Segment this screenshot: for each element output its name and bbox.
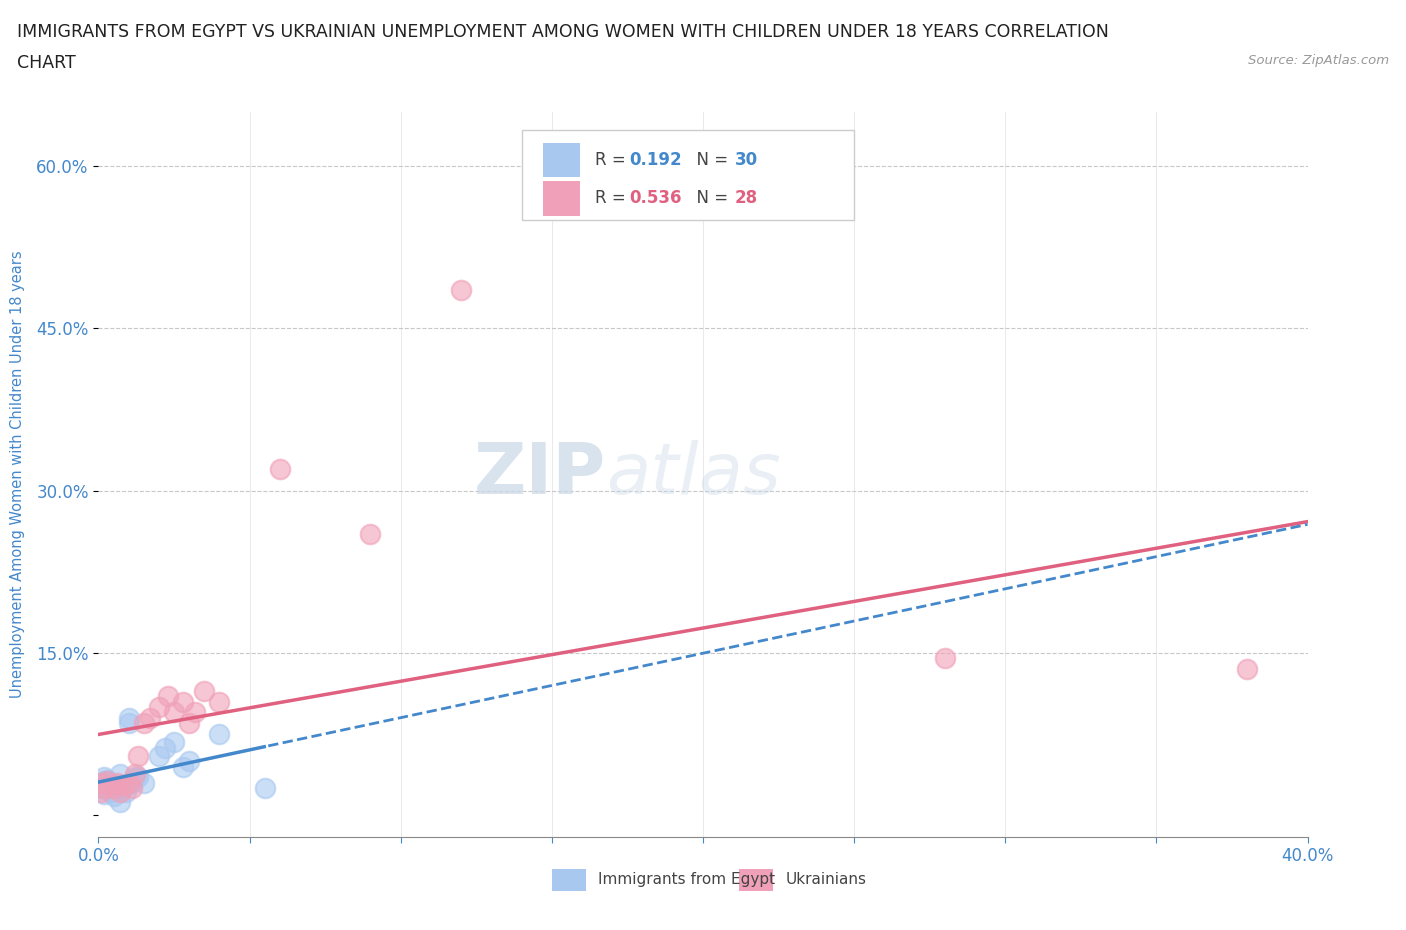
- Text: N =: N =: [686, 151, 734, 169]
- Text: R =: R =: [595, 151, 631, 169]
- Text: Immigrants from Egypt: Immigrants from Egypt: [598, 872, 775, 887]
- Point: [179, 716, 201, 731]
- Point: [450, 283, 472, 298]
- Point: [118, 711, 141, 725]
- Point: [108, 784, 131, 799]
- Point: [156, 689, 179, 704]
- Text: 0.192: 0.192: [630, 151, 682, 169]
- Point: [105, 777, 128, 792]
- Text: CHART: CHART: [17, 54, 76, 72]
- Point: [127, 770, 149, 785]
- Point: [124, 766, 146, 781]
- Point: [360, 526, 382, 541]
- Point: [93, 786, 115, 801]
- FancyBboxPatch shape: [522, 130, 855, 220]
- Point: [103, 781, 125, 796]
- Point: [108, 766, 131, 781]
- Point: [118, 716, 141, 731]
- Point: [103, 789, 125, 804]
- Point: [90, 781, 112, 796]
- Point: [90, 784, 112, 799]
- Point: [90, 776, 112, 790]
- Point: [132, 716, 155, 731]
- Point: [118, 776, 141, 790]
- Point: [253, 781, 276, 796]
- Point: [934, 651, 956, 666]
- Point: [163, 735, 186, 750]
- Point: [96, 772, 118, 787]
- FancyBboxPatch shape: [543, 142, 579, 178]
- Point: [121, 781, 143, 796]
- Point: [90, 776, 112, 790]
- Text: atlas: atlas: [606, 440, 780, 509]
- FancyBboxPatch shape: [740, 869, 773, 891]
- Point: [90, 777, 112, 792]
- Point: [105, 776, 128, 790]
- Point: [93, 770, 115, 785]
- Point: [100, 776, 122, 790]
- Point: [184, 705, 207, 720]
- Point: [103, 781, 125, 796]
- Point: [100, 777, 122, 792]
- Point: [139, 711, 162, 725]
- Text: R =: R =: [595, 190, 631, 207]
- Point: [208, 694, 231, 709]
- FancyBboxPatch shape: [551, 869, 586, 891]
- Text: 30: 30: [734, 151, 758, 169]
- Point: [179, 754, 201, 769]
- Point: [163, 705, 186, 720]
- Point: [172, 759, 194, 774]
- Point: [1236, 662, 1258, 677]
- Point: [172, 694, 194, 709]
- Point: [93, 773, 115, 788]
- Point: [111, 777, 134, 792]
- Point: [100, 784, 122, 799]
- Text: IMMIGRANTS FROM EGYPT VS UKRAINIAN UNEMPLOYMENT AMONG WOMEN WITH CHILDREN UNDER : IMMIGRANTS FROM EGYPT VS UKRAINIAN UNEMP…: [17, 23, 1109, 41]
- Text: N =: N =: [686, 190, 734, 207]
- Point: [121, 776, 143, 790]
- Text: ZIP: ZIP: [474, 440, 606, 509]
- Text: Ukrainians: Ukrainians: [785, 872, 866, 887]
- Text: 28: 28: [734, 190, 758, 207]
- Point: [127, 749, 149, 764]
- Point: [148, 749, 170, 764]
- Text: Source: ZipAtlas.com: Source: ZipAtlas.com: [1249, 54, 1389, 67]
- Point: [96, 773, 118, 788]
- FancyBboxPatch shape: [543, 181, 579, 216]
- Point: [124, 770, 146, 785]
- Point: [132, 776, 155, 790]
- Y-axis label: Unemployment Among Women with Children Under 18 years: Unemployment Among Women with Children U…: [10, 250, 25, 698]
- Point: [108, 795, 131, 810]
- Point: [93, 781, 115, 796]
- Point: [153, 741, 176, 756]
- Point: [96, 777, 118, 792]
- Point: [148, 699, 170, 714]
- Point: [208, 726, 231, 741]
- Text: 0.536: 0.536: [630, 190, 682, 207]
- Point: [111, 781, 134, 796]
- Point: [269, 461, 291, 476]
- Point: [193, 684, 215, 698]
- Point: [114, 784, 136, 799]
